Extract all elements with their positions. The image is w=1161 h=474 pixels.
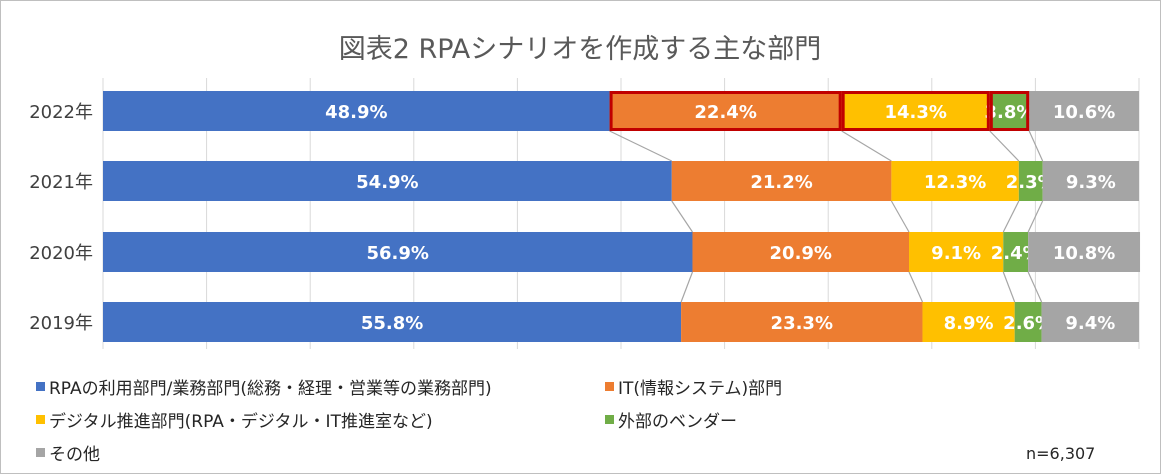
series-line [890,200,910,233]
data-label: 2.6% [1003,313,1053,334]
legend-swatch [36,448,45,457]
highlight-box [609,91,842,131]
series-line [841,130,892,162]
series-line [1028,130,1044,162]
bar-segment [989,91,1030,131]
data-label: 12.3% [924,172,986,193]
bar-segment [922,302,1015,342]
series-line [609,130,673,162]
data-label: 48.9% [325,102,387,123]
category-label: 2022年 [29,102,93,123]
bar-segment [1003,232,1029,272]
bar-segment [1041,302,1139,342]
series-line [1002,271,1016,303]
sample-size-annotation: n=6,307 [1026,444,1096,463]
series-line [1027,200,1044,233]
bar-segment [1028,232,1141,272]
bar-segment [609,91,842,131]
legend-label: デジタル推進部門(RPA・デジタル・IT推進室など) [49,412,433,432]
series-line [1002,200,1020,233]
legend-swatch [36,415,45,424]
bar-segment [692,232,910,272]
category-label: 2021年 [29,172,93,193]
legend-label: その他 [49,445,100,465]
legend-swatch [36,382,45,391]
data-label: 3.8% [985,102,1035,123]
chart-title: 図表2 RPAシナリオを作成する主な部門 [339,34,822,65]
legend-item: 外部のベンダー [605,407,737,432]
highlight-box [841,91,990,131]
data-label: 55.8% [361,313,423,334]
legend-label: RPAの利用部門/業務部門(総務・経理・営業等の業務部門) [49,379,492,399]
category-label: 2020年 [29,243,93,264]
category-label: 2019年 [29,313,93,334]
bar-segment [671,161,892,201]
legend-label: IT(情報システム)部門 [618,379,783,399]
data-label: 20.9% [770,243,832,264]
data-label: 22.4% [694,102,756,123]
bar-segment [103,161,672,201]
bar-segment [681,302,923,342]
series-line [989,130,1020,162]
data-label: 10.8% [1053,243,1115,264]
data-label: 54.9% [356,172,418,193]
legend-item: RPAの利用部門/業務部門(総務・経理・営業等の業務部門) [36,374,492,399]
bar-segment [103,302,682,342]
bar-segment [103,232,693,272]
legend-item: その他 [36,440,100,465]
legend-swatch [605,415,614,424]
bar-segment [103,91,610,131]
legend-item: IT(情報システム)部門 [605,374,782,399]
bar-segment [909,232,1004,272]
legend-label: 外部のベンダー [618,412,737,432]
series-line [671,200,693,233]
bar-segment [1042,161,1139,201]
bar-segment [1014,302,1042,342]
data-label: 56.9% [367,243,429,264]
bar-segment [891,161,1019,201]
data-label: 9.1% [931,243,981,264]
bar-segment [1018,161,1043,201]
data-label: 9.4% [1065,313,1115,334]
highlight-box [989,91,1030,131]
series-line [908,271,924,303]
series-line [680,271,694,303]
series-line [1027,271,1043,303]
data-label: 14.3% [885,102,947,123]
data-label: 21.2% [750,172,812,193]
data-label: 8.9% [944,313,994,334]
legend-item: デジタル推進部門(RPA・デジタル・IT推進室など) [36,407,433,432]
data-label: 9.3% [1066,172,1116,193]
data-label: 10.6% [1053,102,1115,123]
bar-segment [841,91,990,131]
legend-swatch [605,382,614,391]
data-label: 23.3% [771,313,833,334]
bar-segment [1029,91,1139,131]
